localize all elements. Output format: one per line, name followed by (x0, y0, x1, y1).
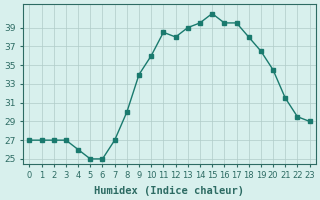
X-axis label: Humidex (Indice chaleur): Humidex (Indice chaleur) (94, 186, 244, 196)
